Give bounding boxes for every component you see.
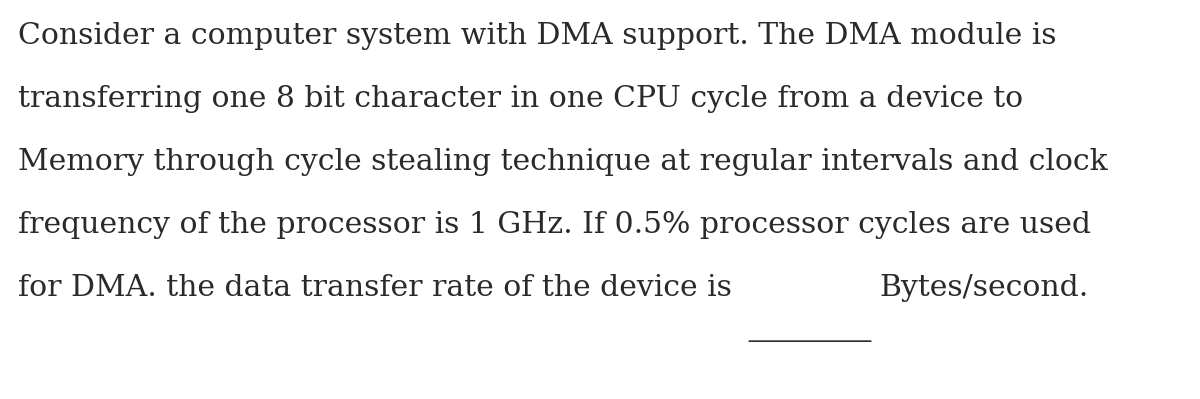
Text: for DMA. the data transfer rate of the device is: for DMA. the data transfer rate of the d… (18, 274, 732, 302)
Text: Consider a computer system with DMA support. The DMA module is: Consider a computer system with DMA supp… (18, 22, 1056, 50)
Text: transferring one 8 bit character in one CPU cycle from a device to: transferring one 8 bit character in one … (18, 85, 1024, 113)
Text: Memory through cycle stealing technique at regular intervals and clock: Memory through cycle stealing technique … (18, 148, 1108, 176)
Text: Bytes/second.: Bytes/second. (880, 274, 1088, 302)
Text: frequency of the processor is 1 GHz. If 0.5% processor cycles are used: frequency of the processor is 1 GHz. If … (18, 211, 1091, 239)
